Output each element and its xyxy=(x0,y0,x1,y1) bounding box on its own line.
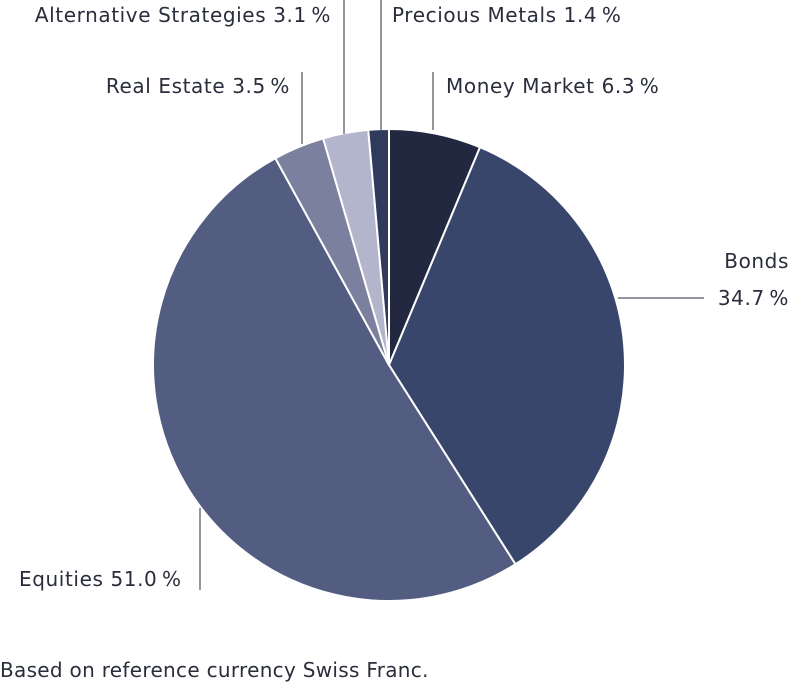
label-bonds-name: Bonds xyxy=(724,249,789,273)
label-bonds-value: 34.7 % xyxy=(718,286,789,310)
pie-slice-precious-metals xyxy=(367,127,390,366)
label-real-estate: Real Estate 3.5 % xyxy=(106,74,290,98)
label-precious-metals: Precious Metals 1.4 % xyxy=(392,3,621,27)
label-equities: Equities 51.0 % xyxy=(19,567,182,591)
label-money-market: Money Market 6.3 % xyxy=(446,74,659,98)
pie-slices xyxy=(152,127,626,602)
footnote: Based on reference currency Swiss Franc. xyxy=(0,658,429,682)
label-alternative-strategies: Alternative Strategies 3.1 % xyxy=(35,3,331,27)
pie-slice-equities xyxy=(152,157,517,602)
pie-slice-bonds xyxy=(388,146,626,566)
